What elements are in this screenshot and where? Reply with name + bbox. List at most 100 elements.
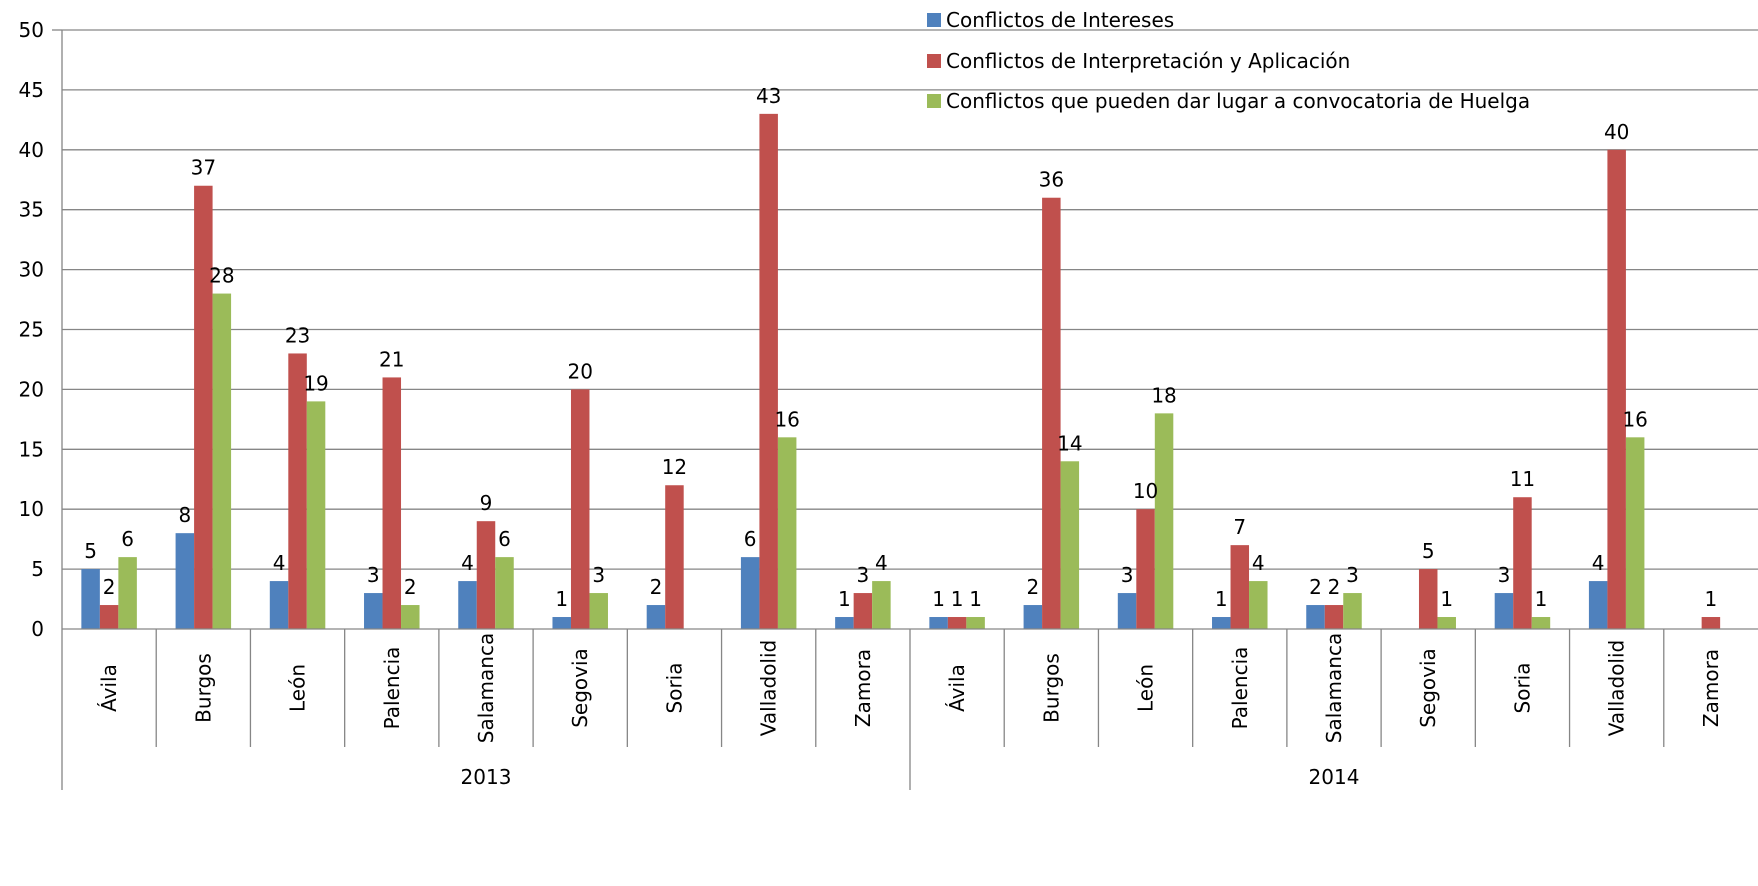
data-label: 36 bbox=[1039, 168, 1064, 192]
bar bbox=[1513, 497, 1532, 629]
data-label: 1 bbox=[555, 587, 568, 611]
bar bbox=[1154, 413, 1174, 629]
group-label: 2014 bbox=[1309, 765, 1360, 789]
data-label: 5 bbox=[84, 539, 97, 563]
data-label: 6 bbox=[121, 527, 134, 551]
data-label: 6 bbox=[744, 527, 757, 551]
y-tick-label: 15 bbox=[19, 437, 44, 461]
legend-label: Conflictos de Intereses bbox=[946, 8, 1174, 32]
bar bbox=[212, 293, 232, 629]
bar bbox=[966, 617, 985, 629]
data-label: 1 bbox=[1535, 587, 1548, 611]
data-label: 1 bbox=[1215, 587, 1228, 611]
data-label: 3 bbox=[1121, 563, 1134, 587]
bar bbox=[929, 617, 948, 629]
bar bbox=[872, 581, 891, 629]
bar bbox=[288, 353, 307, 629]
legend-swatch bbox=[927, 13, 941, 27]
bar bbox=[1324, 605, 1344, 629]
data-label: 2 bbox=[1026, 575, 1039, 599]
x-tick-label: Burgos bbox=[191, 653, 215, 723]
bar bbox=[401, 605, 420, 629]
bar bbox=[495, 557, 514, 629]
x-tick-label: Soria bbox=[1510, 663, 1534, 714]
bar bbox=[1494, 593, 1514, 629]
bar bbox=[759, 113, 778, 630]
bar bbox=[1306, 605, 1325, 629]
bar bbox=[552, 617, 571, 629]
data-label: 20 bbox=[567, 359, 592, 383]
bar bbox=[740, 557, 760, 629]
data-label: 43 bbox=[756, 84, 781, 108]
bar bbox=[665, 485, 684, 629]
bar bbox=[570, 389, 590, 629]
data-label: 2 bbox=[650, 575, 663, 599]
data-label: 4 bbox=[875, 551, 888, 575]
bar bbox=[1625, 437, 1645, 629]
data-label: 7 bbox=[1233, 515, 1246, 539]
y-tick-label: 5 bbox=[31, 557, 44, 581]
bar bbox=[1701, 617, 1721, 629]
data-label: 3 bbox=[1346, 563, 1359, 587]
data-label: 9 bbox=[480, 491, 493, 515]
x-tick-label: Salamanca bbox=[474, 633, 498, 743]
data-label: 28 bbox=[209, 264, 234, 288]
data-label: 1 bbox=[969, 587, 982, 611]
bar bbox=[1531, 617, 1551, 629]
bar bbox=[269, 581, 289, 629]
x-tick-label: Valladolid bbox=[757, 640, 781, 737]
bar bbox=[382, 377, 402, 629]
bar bbox=[1060, 461, 1080, 629]
data-label: 14 bbox=[1057, 431, 1082, 455]
data-label: 3 bbox=[857, 563, 870, 587]
x-tick-label: León bbox=[1134, 664, 1158, 712]
bar bbox=[1230, 545, 1250, 629]
bar bbox=[476, 521, 496, 629]
bar bbox=[1042, 197, 1061, 629]
bar bbox=[1437, 617, 1456, 629]
y-tick-label: 50 bbox=[19, 18, 44, 42]
data-label: 4 bbox=[1252, 551, 1265, 575]
x-tick-label: Ávila bbox=[945, 664, 969, 712]
bar bbox=[1249, 581, 1268, 629]
legend-swatch bbox=[927, 94, 941, 108]
legend-label: Conflictos de Interpretación y Aplicació… bbox=[946, 49, 1350, 73]
bar bbox=[1117, 593, 1137, 629]
bar bbox=[175, 533, 195, 629]
bar bbox=[306, 401, 326, 629]
bar bbox=[589, 593, 608, 629]
bar bbox=[947, 617, 967, 629]
group-label: 2013 bbox=[461, 765, 512, 789]
bar bbox=[194, 185, 213, 630]
bar bbox=[853, 593, 873, 629]
y-tick-label: 45 bbox=[19, 78, 44, 102]
bar bbox=[81, 569, 100, 629]
bar bbox=[458, 581, 477, 629]
data-label: 4 bbox=[461, 551, 474, 575]
data-label: 12 bbox=[662, 455, 687, 479]
bar bbox=[99, 605, 119, 629]
data-label: 37 bbox=[191, 156, 216, 180]
data-label: 2 bbox=[1328, 575, 1341, 599]
y-tick-label: 40 bbox=[19, 138, 44, 162]
data-label: 18 bbox=[1151, 383, 1176, 407]
bar bbox=[1212, 617, 1231, 629]
y-tick-label: 0 bbox=[31, 617, 44, 641]
legend-label: Conflictos que pueden dar lugar a convoc… bbox=[946, 89, 1530, 113]
data-label: 1 bbox=[838, 587, 851, 611]
bar bbox=[1136, 509, 1155, 629]
data-label: 1 bbox=[932, 587, 945, 611]
x-tick-label: Palencia bbox=[380, 647, 404, 730]
x-tick-label: Segovia bbox=[568, 648, 592, 728]
data-label: 4 bbox=[273, 551, 286, 575]
bar bbox=[364, 593, 383, 629]
x-tick-label: León bbox=[286, 664, 310, 712]
data-label: 8 bbox=[178, 503, 191, 527]
data-label: 5 bbox=[1422, 539, 1435, 563]
bar bbox=[1588, 581, 1608, 629]
data-label: 16 bbox=[774, 407, 799, 431]
legend-swatch bbox=[927, 54, 941, 68]
bar bbox=[777, 437, 797, 629]
